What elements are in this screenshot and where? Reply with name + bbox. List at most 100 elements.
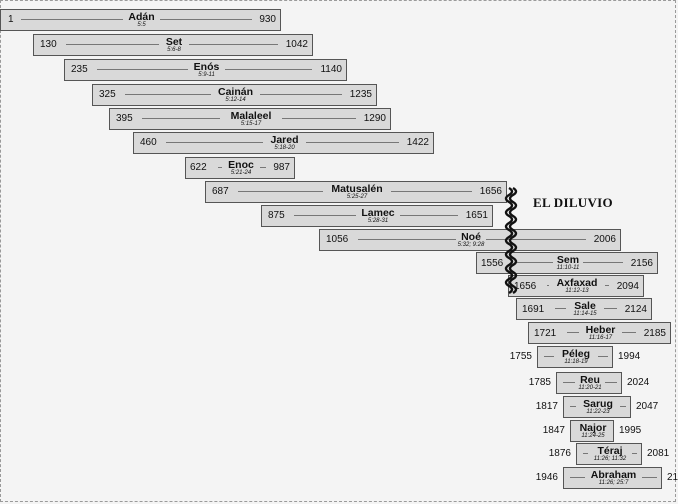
span-line bbox=[142, 118, 220, 119]
scripture-reference: 5:12-14 bbox=[225, 97, 246, 103]
span-line bbox=[306, 142, 399, 143]
scripture-reference: 5:25-27 bbox=[346, 194, 368, 200]
end-year: 2156 bbox=[630, 258, 653, 269]
end-year: 1995 bbox=[619, 425, 642, 436]
end-year: 2024 bbox=[627, 377, 650, 388]
span-line bbox=[605, 285, 609, 286]
span-line bbox=[622, 332, 636, 333]
span-line bbox=[391, 191, 472, 192]
patriarch-name: Enoc bbox=[228, 159, 254, 171]
start-year: 1721 bbox=[534, 328, 557, 339]
span-line bbox=[97, 69, 188, 70]
patriarch-name: Sem bbox=[556, 254, 580, 266]
start-year: 1 bbox=[8, 14, 14, 25]
timeline-bar-16: Reu 11:20-21 1785 2024 bbox=[529, 372, 649, 394]
timeline-bar-3: Enós 5:9-11 235 1140 bbox=[64, 59, 347, 81]
end-year: 2124 bbox=[624, 304, 647, 315]
span-line bbox=[260, 94, 342, 95]
span-line bbox=[619, 406, 626, 407]
patriarch-name: Axfaxad bbox=[556, 277, 598, 289]
scripture-reference: 11:20-21 bbox=[578, 385, 602, 391]
end-year: 1042 bbox=[285, 39, 308, 50]
span-line bbox=[125, 94, 211, 95]
scripture-reference: 5:18-20 bbox=[274, 145, 295, 151]
span-line bbox=[515, 262, 553, 263]
span-line bbox=[583, 453, 589, 454]
scripture-reference: 11:14-15 bbox=[573, 311, 597, 317]
span-line bbox=[583, 262, 623, 263]
span-line bbox=[21, 19, 123, 20]
span-line bbox=[259, 167, 266, 168]
span-line bbox=[563, 382, 575, 383]
span-line bbox=[486, 239, 586, 240]
scripture-reference: 5:21-24 bbox=[230, 170, 252, 176]
span-line bbox=[358, 239, 456, 240]
timeline-bar-13: Sale 11:14-15 1691 2124 bbox=[516, 298, 652, 320]
end-year: 1651 bbox=[465, 210, 488, 221]
span-line bbox=[570, 406, 577, 407]
patriarch-name: Sale bbox=[574, 300, 596, 312]
timeline-bar-17: Sarug 11:22-23 1817 2047 bbox=[536, 396, 658, 418]
start-year: 1755 bbox=[509, 351, 532, 362]
span-line bbox=[555, 308, 567, 309]
patriarch-name: Najor bbox=[579, 422, 607, 434]
start-year: 622 bbox=[190, 162, 207, 173]
scripture-reference: 11:10-11 bbox=[556, 265, 580, 271]
span-line bbox=[294, 215, 357, 216]
timeline-bar-6: Jared 5:18-20 460 1422 bbox=[133, 132, 434, 154]
start-year: 1876 bbox=[548, 448, 571, 459]
start-year: 395 bbox=[116, 113, 133, 124]
scripture-reference: 5:15-17 bbox=[240, 121, 262, 127]
patriarch-name: Lamec bbox=[361, 207, 395, 219]
span-line bbox=[225, 69, 312, 70]
span-line bbox=[570, 477, 586, 478]
timeline-bar-18: Najor 11:24-25 1847 1995 bbox=[543, 420, 641, 442]
scripture-reference: 11:26; 11:32 bbox=[593, 456, 627, 462]
scripture-reference: 11:12-13 bbox=[565, 288, 589, 294]
timeline-bar-12: Axfaxad 11:12-13 1656 2094 bbox=[508, 275, 644, 297]
patriarch-name: Abraham bbox=[590, 469, 637, 481]
patriarch-name: Malaleel bbox=[230, 110, 272, 122]
end-year: 2006 bbox=[593, 234, 616, 245]
span-line bbox=[597, 356, 608, 357]
patriarch-name: Péleg bbox=[561, 348, 591, 360]
patriarch-name: Adán bbox=[128, 11, 155, 23]
patriarch-name: Heber bbox=[585, 324, 616, 336]
timeline-bar-1: Adán 5:5 1 930 bbox=[0, 9, 281, 31]
start-year: 1785 bbox=[528, 377, 551, 388]
span-line bbox=[238, 191, 323, 192]
span-line bbox=[547, 285, 549, 286]
end-year: 1994 bbox=[618, 351, 641, 362]
timeline-bar-5: Malaleel 5:15-17 395 1290 bbox=[109, 108, 391, 130]
span-line bbox=[399, 215, 458, 216]
patriarch-name: Reu bbox=[580, 374, 600, 386]
timeline-bar-15: Péleg 11:18-19 1755 1994 bbox=[510, 346, 640, 368]
start-year: 1847 bbox=[542, 425, 565, 436]
end-year: 2047 bbox=[636, 401, 659, 412]
scripture-reference: 11:16-17 bbox=[588, 335, 613, 341]
span-line bbox=[218, 167, 223, 168]
span-line bbox=[603, 308, 617, 309]
scripture-reference: 5:6-8 bbox=[167, 47, 181, 53]
patriarch-name: Set bbox=[165, 36, 183, 48]
span-line bbox=[631, 453, 637, 454]
span-line bbox=[641, 477, 657, 478]
scripture-reference: 5:28-31 bbox=[367, 218, 389, 224]
scripture-reference: 11:24-25 bbox=[581, 433, 605, 439]
timeline-bar-2: Set 5:6-8 130 1042 bbox=[33, 34, 313, 56]
timeline-bar-10: Noé 5:32; 9:28 1056 2006 bbox=[319, 229, 621, 251]
start-year: 1556 bbox=[481, 258, 504, 269]
timeline-bar-11: Sem 11:10-11 1556 2156 bbox=[476, 252, 658, 274]
end-year: 1290 bbox=[363, 113, 386, 124]
timeline-bar-7: Enoc 5:21-24 622 987 bbox=[185, 157, 295, 179]
start-year: 1817 bbox=[535, 401, 558, 412]
span-line bbox=[189, 44, 278, 45]
end-year: 2094 bbox=[616, 281, 639, 292]
start-year: 875 bbox=[268, 210, 285, 221]
end-year: 1422 bbox=[406, 137, 429, 148]
start-year: 460 bbox=[140, 137, 157, 148]
start-year: 1056 bbox=[326, 234, 349, 245]
end-year: 2081 bbox=[647, 448, 670, 459]
